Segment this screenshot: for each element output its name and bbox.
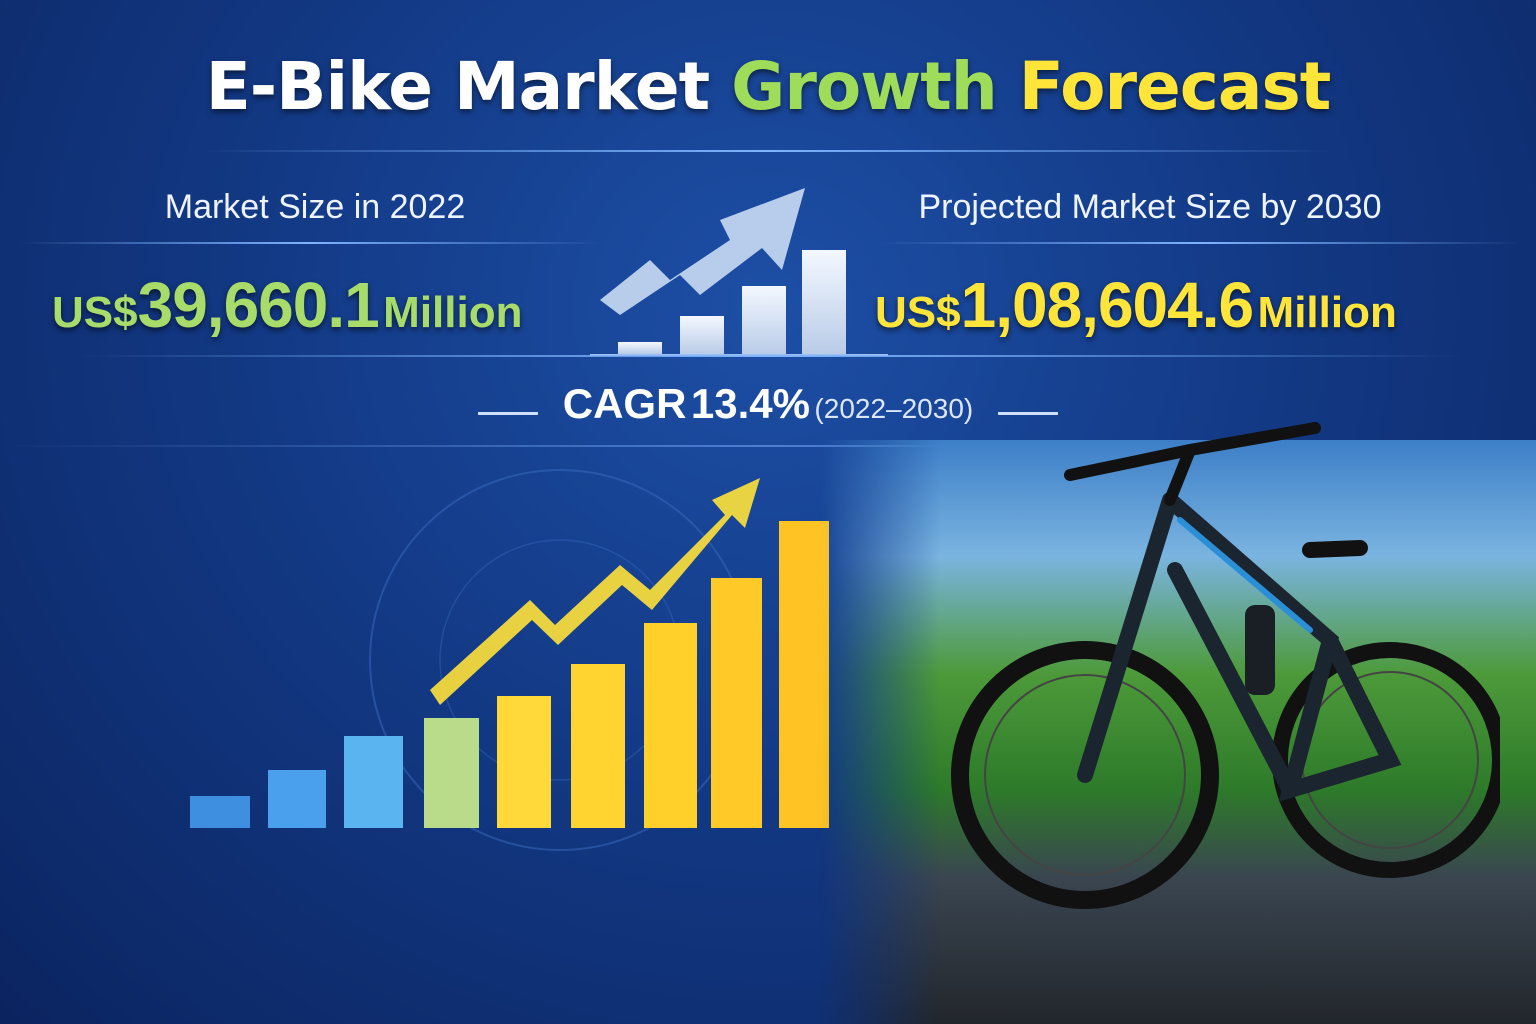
market-2030-value: US$1,08,604.6 Million [875, 268, 1397, 342]
market-2022-label: Market Size in 2022 [164, 188, 466, 226]
cagr-label: CAGR [562, 380, 687, 427]
trend-arrow-icon [600, 188, 805, 315]
divider [880, 242, 1520, 244]
front-wheel [951, 641, 1219, 909]
growth-bar-illustration [190, 469, 829, 851]
amount: 1,08,604.6 [960, 269, 1254, 341]
unit: Million [383, 288, 523, 337]
currency: US$ [875, 288, 961, 337]
bar [268, 770, 326, 828]
page-title: E-Bike Market Growth Forecast [0, 48, 1536, 125]
battery [1245, 605, 1275, 695]
divider [200, 150, 1336, 152]
amount: 39,660.1 [137, 269, 380, 341]
bar [571, 664, 625, 828]
bar [344, 736, 403, 828]
bar [644, 623, 697, 828]
bar [497, 696, 551, 828]
divider [80, 355, 1460, 357]
cagr-line: CAGR 13.4% (2022–2030) [0, 380, 1536, 428]
title-part-1: E-Bike Market [205, 48, 710, 125]
title-part-3: Forecast [1018, 48, 1332, 125]
cagr-period: (2022–2030) [814, 393, 974, 424]
divider [0, 445, 1536, 447]
growth-chart-icon [590, 188, 888, 356]
city-park-background [820, 440, 1536, 1024]
currency: US$ [52, 288, 138, 337]
bar [424, 718, 479, 828]
e-bike-illustration [951, 422, 1500, 909]
trend-arrow-icon [430, 478, 760, 705]
title-part-2: Growth [731, 48, 998, 125]
bar [190, 796, 250, 828]
market-2022-value: US$39,660.1 Million [52, 268, 522, 342]
cagr-value: 13.4% [690, 380, 810, 427]
market-2030-label: Projected Market Size by 2030 [918, 188, 1382, 226]
unit: Million [1257, 288, 1397, 337]
divider [20, 242, 600, 244]
bar [711, 578, 762, 828]
